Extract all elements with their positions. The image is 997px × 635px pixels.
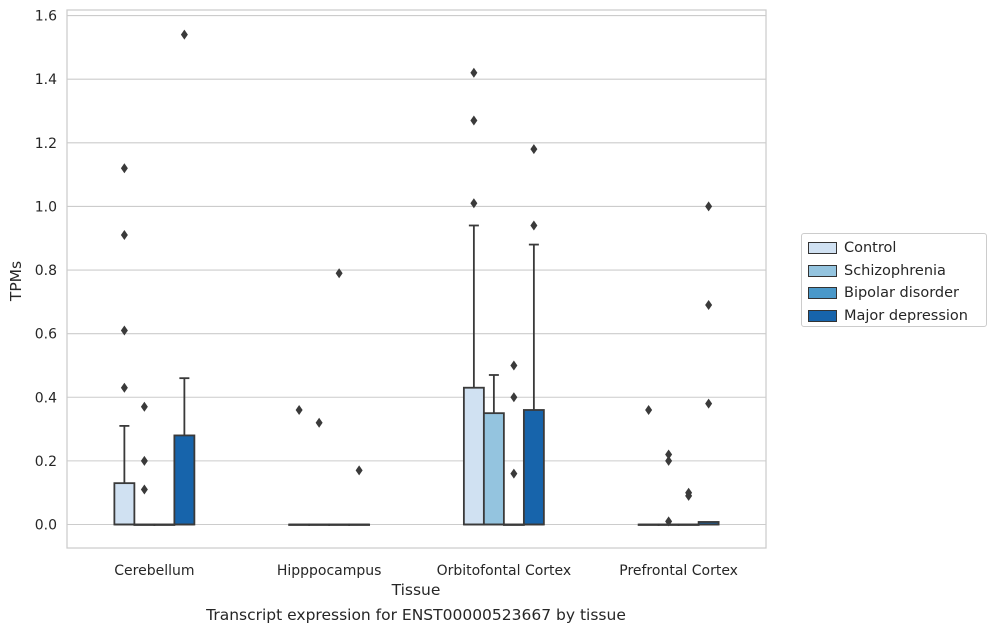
- x-tick-label: Cerebellum: [114, 563, 194, 579]
- legend-label-major-depression: Major depression: [844, 307, 968, 324]
- y-axis-label: TPMs: [7, 261, 25, 302]
- outlier-point: [510, 468, 518, 479]
- legend-label-bipolar-disorder: Bipolar disorder: [844, 285, 959, 302]
- outlier-point: [665, 516, 673, 527]
- legend-item-bipolar-disorder: Bipolar disorder: [808, 282, 986, 305]
- legend-item-major-depression: Major depression: [808, 305, 986, 328]
- y-tick-label: 0.8: [35, 263, 57, 279]
- legend-swatch-schizophrenia: [808, 264, 837, 277]
- outlier-point: [120, 382, 128, 393]
- outlier-point: [355, 465, 363, 476]
- outlier-point: [530, 144, 538, 155]
- box: [522, 409, 545, 526]
- outlier-point: [470, 67, 478, 78]
- box: [173, 434, 196, 526]
- outlier-point: [140, 484, 148, 495]
- legend-swatch-major-depression: [808, 309, 837, 322]
- outlier-point: [705, 300, 713, 311]
- outlier-point: [665, 449, 673, 460]
- outlier-point: [470, 198, 478, 209]
- outlier-point: [645, 404, 653, 415]
- outlier-point: [335, 268, 343, 279]
- legend-item-control: Control: [808, 237, 986, 260]
- outlier-point: [665, 455, 673, 466]
- box: [462, 386, 485, 526]
- x-axis-label: Tissue: [391, 581, 441, 599]
- legend-swatch-control: [808, 242, 837, 255]
- legend-label-schizophrenia: Schizophrenia: [844, 262, 946, 279]
- outlier-point: [470, 115, 478, 126]
- x-axis-ticks: Cerebellum Hipppocampus Orbitofontal Corte…: [114, 563, 738, 579]
- outlier-point: [705, 398, 713, 409]
- legend: Control Schizophrenia Bipolar disorder M…: [801, 233, 987, 327]
- y-tick-label: 0.4: [35, 390, 57, 406]
- plot-frame: [66, 9, 767, 549]
- outlier-point: [140, 455, 148, 466]
- outlier-point: [530, 220, 538, 231]
- x-tick-label: Orbitofontal Cortex: [437, 563, 572, 579]
- outlier-point: [510, 392, 518, 403]
- outlier-point: [120, 230, 128, 241]
- box: [482, 412, 505, 526]
- x-tick-label: Prefrontal Cortex: [619, 563, 738, 579]
- y-tick-label: 0.2: [35, 454, 57, 470]
- outlier-point: [295, 404, 303, 415]
- x-tick-label: Hipppocampus: [277, 563, 382, 579]
- outlier-point: [315, 417, 323, 428]
- outlier-point: [120, 325, 128, 336]
- gridlines: [67, 14, 766, 526]
- legend-label-control: Control: [844, 240, 897, 257]
- legend-swatch-bipolar-disorder: [808, 287, 837, 300]
- outlier-point: [140, 401, 148, 412]
- chart-caption: Transcript expression for ENST0000052366…: [206, 606, 626, 624]
- outlier-point: [120, 163, 128, 174]
- box: [113, 482, 136, 526]
- outlier-point: [705, 201, 713, 212]
- y-tick-label: 0.6: [35, 327, 57, 343]
- y-tick-label: 1.6: [35, 9, 57, 25]
- y-tick-label: 1.4: [35, 72, 57, 88]
- outlier-point: [685, 487, 693, 498]
- outlier-point: [510, 360, 518, 371]
- y-tick-label: 1.0: [35, 199, 57, 215]
- y-tick-label: 1.2: [35, 136, 57, 152]
- box-plot-series: [113, 29, 720, 527]
- y-axis-ticks: 0.0 0.2 0.4 0.6 0.8 1.0 1.2 1.4 1.6: [35, 9, 57, 534]
- y-tick-label: 0.0: [35, 518, 57, 534]
- outlier-point: [180, 29, 188, 40]
- legend-item-schizophrenia: Schizophrenia: [808, 260, 986, 283]
